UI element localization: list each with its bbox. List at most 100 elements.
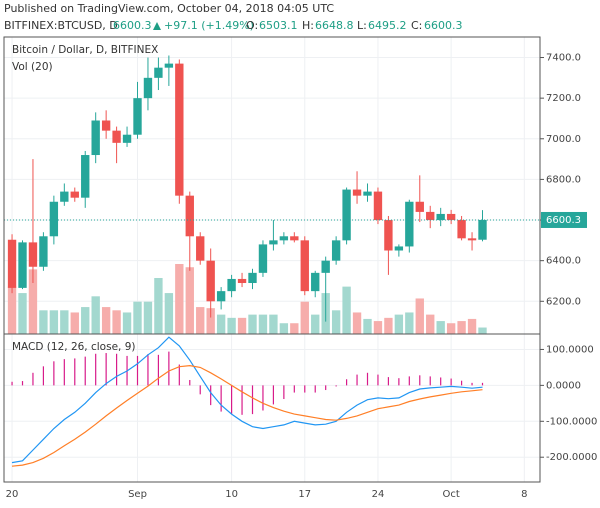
volume-bar [467, 318, 477, 334]
x-tick-label: 10 [225, 489, 238, 500]
candle-body [331, 240, 341, 261]
volume-bar [70, 312, 79, 334]
candle-body [39, 236, 48, 267]
volume-bar [122, 312, 132, 334]
volume-bar [18, 293, 27, 334]
open-label: O: [246, 19, 258, 32]
grid [4, 37, 540, 482]
last-price: 6600.3 [113, 19, 152, 32]
y-tick-label: -100.0000 [546, 416, 597, 427]
candle-body [426, 211, 435, 221]
candle-body [7, 239, 17, 288]
volume-bar [384, 317, 393, 334]
high-value: 6648.8 [315, 19, 354, 32]
volume-bar [290, 323, 299, 334]
volume-bar [237, 317, 247, 334]
volume-bar [216, 314, 226, 334]
volume-bar [300, 301, 309, 334]
candle-body [112, 130, 121, 143]
volume-bar [258, 314, 268, 334]
candle-body [321, 260, 330, 273]
volume-bar [81, 307, 90, 334]
volume-bar [28, 269, 38, 334]
x-tick-label: Oct [442, 489, 459, 500]
y-tick-label: 7000.0 [546, 134, 581, 145]
change: +97.1 (+1.49%) [164, 19, 254, 32]
volume-bar [175, 264, 184, 334]
low-label: L: [357, 19, 367, 32]
volume-bar [91, 296, 100, 334]
candle-body [446, 213, 456, 221]
candle-body [352, 189, 362, 196]
candle-body [216, 291, 226, 302]
macd-pane-title: MACD (12, 26, close, 9) [12, 341, 135, 353]
volume-bar [196, 307, 205, 334]
x-tick-label: 20 [6, 489, 19, 500]
candle-body [478, 219, 487, 240]
candle-body [18, 242, 27, 288]
candle-body [133, 98, 142, 135]
close-value: 6600.3 [424, 19, 463, 32]
volume-bar [478, 327, 487, 334]
volume-bar [49, 310, 59, 334]
volume-bar [363, 318, 372, 334]
candle-body [363, 191, 372, 196]
y-tick-label: -200.0000 [546, 452, 597, 463]
volume-label: Vol (20) [12, 61, 53, 73]
volume-bar [39, 310, 48, 334]
candle-body [206, 260, 215, 302]
candle-body [185, 195, 194, 237]
x-tick-label: 24 [372, 489, 385, 500]
volume-bar [133, 301, 142, 334]
candle-body [91, 120, 100, 156]
volume-bar [394, 314, 404, 334]
candle-body [164, 63, 174, 68]
candle-body [49, 201, 59, 237]
candle-body [81, 155, 90, 198]
high-label: H: [302, 19, 314, 32]
up-arrow [153, 22, 161, 30]
candle-body [154, 67, 163, 78]
candle-body [342, 189, 351, 241]
symbol: BITFINEX:BTCUSD, D [4, 19, 118, 32]
low-value: 6495.2 [368, 19, 407, 32]
candle-body [60, 191, 69, 202]
last-price-label: 6600.3 [546, 215, 581, 226]
volume-bar [405, 312, 414, 334]
candle-body [28, 242, 38, 267]
candle-body [467, 238, 477, 241]
volume-bar [415, 298, 424, 334]
volume-bar [248, 314, 257, 334]
candle-body [405, 201, 414, 247]
y-tick-label: 6200.0 [546, 296, 581, 307]
volume-bar [164, 293, 174, 334]
y-tick-label: 7400.0 [546, 53, 581, 64]
volume-bar [60, 310, 69, 334]
volume-bar [269, 314, 278, 334]
last-price-box [541, 211, 587, 228]
volume-bar [352, 312, 362, 334]
close-label: C: [411, 19, 422, 32]
volume-bar [101, 307, 111, 334]
y-tick-label: 7200.0 [546, 93, 581, 104]
volume-bar [342, 286, 351, 334]
x-tick-label: 17 [298, 489, 311, 500]
y-tick-label: 6800.0 [546, 174, 581, 185]
candle-body [237, 278, 247, 284]
volume-bar [154, 278, 163, 334]
volume-bar [311, 314, 320, 334]
candle-body [122, 134, 132, 143]
y-tick-label: 100.0000 [546, 344, 594, 355]
candle-body [227, 278, 236, 292]
candle-body [248, 272, 257, 284]
candle-body [70, 191, 79, 198]
volume-bar [7, 286, 17, 334]
volume-bar [426, 314, 435, 334]
volume-bar [185, 267, 194, 334]
candle-body [196, 236, 205, 261]
candle-body [279, 236, 289, 241]
volume-bar [112, 310, 121, 334]
volume-bar [436, 321, 445, 334]
candle-body [384, 220, 393, 251]
